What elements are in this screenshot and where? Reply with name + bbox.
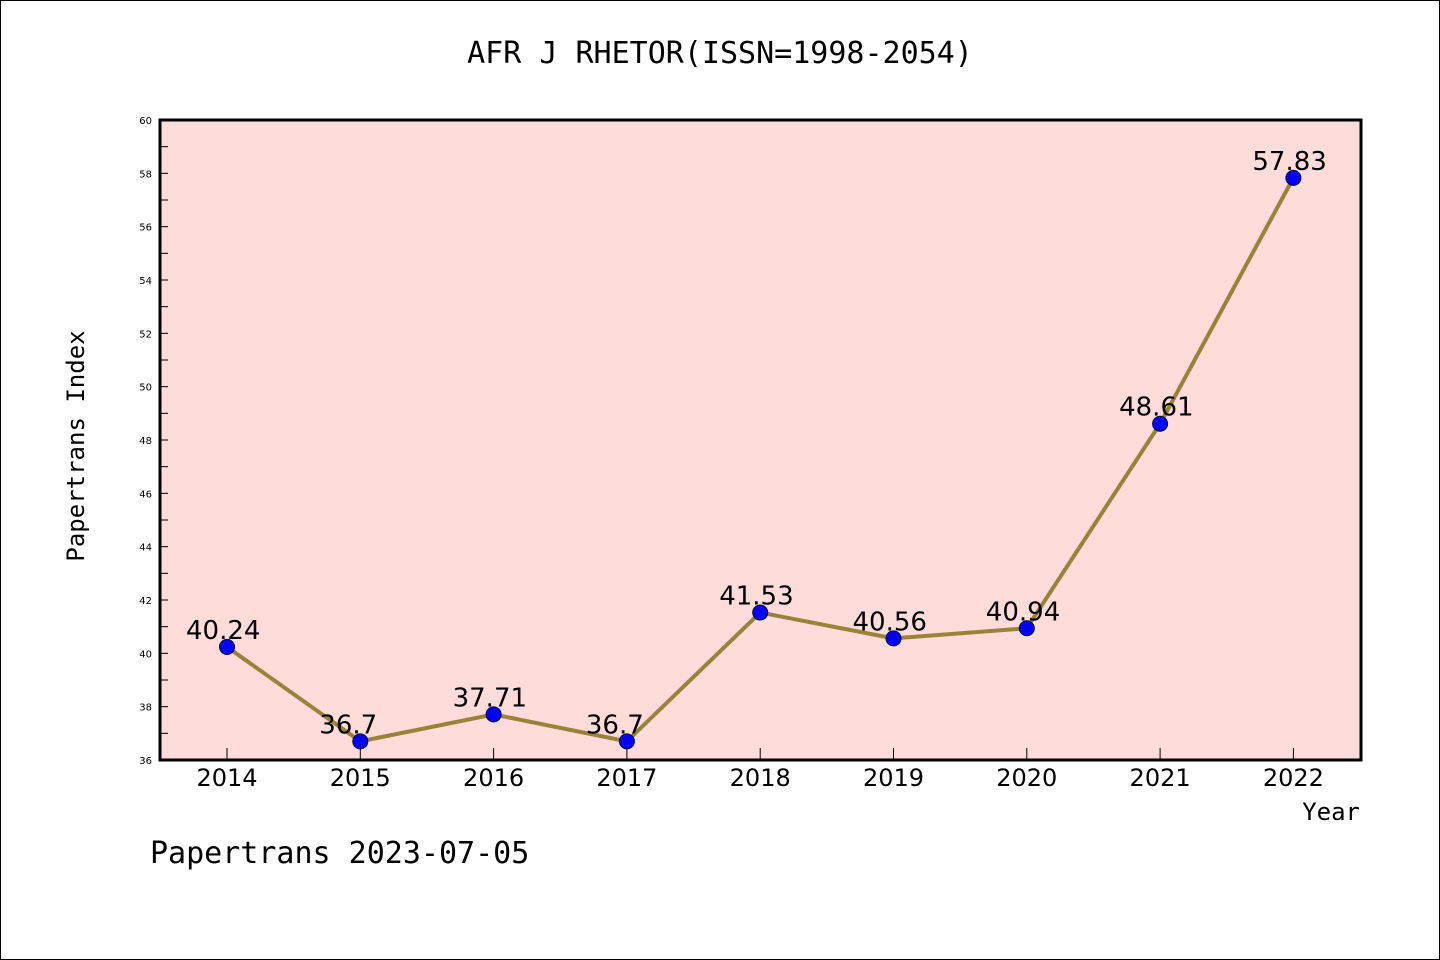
data-label: 40.56 (853, 607, 927, 637)
data-label: 36.7 (319, 710, 377, 740)
data-label: 48.61 (1119, 393, 1193, 423)
data-point (352, 733, 369, 750)
y-tick-label: 56 (139, 223, 152, 234)
data-point (485, 706, 502, 723)
data-point (1152, 415, 1169, 432)
x-axis-ticks: 2014 2015 2016 2017 2018 2019 2020 2021 2022 (196, 748, 1324, 792)
y-tick-label: 42 (139, 596, 152, 607)
data-label: 40.94 (986, 597, 1060, 627)
x-tick-label: 2016 (463, 764, 524, 792)
data-point (1018, 620, 1035, 637)
x-axis-label: Year (1302, 798, 1360, 826)
y-tick-label: 50 (139, 383, 152, 394)
x-tick-label: 2017 (596, 764, 657, 792)
data-labels: 40.24 36.7 37.71 36.7 41.53 40.56 40.94 48.61 57… (186, 147, 1327, 740)
footer-date-text: Papertrans 2023-07-05 (150, 836, 530, 871)
y-tick-label: 46 (139, 489, 152, 500)
chart-title: AFR J RHETOR(ISSN=1998-2054) (467, 36, 973, 71)
y-tick-label: 52 (139, 329, 152, 340)
x-tick-label: 2020 (996, 764, 1057, 792)
y-tick-label: 58 (139, 169, 152, 180)
y-tick-label: 38 (139, 703, 152, 714)
data-point (1285, 169, 1302, 186)
x-tick-label: 2018 (730, 764, 791, 792)
data-label: 40.24 (186, 616, 260, 646)
data-label: 41.53 (719, 582, 793, 612)
y-tick-label: 60 (139, 116, 152, 127)
x-tick-label: 2014 (196, 764, 257, 792)
x-tick-label: 2021 (1130, 764, 1191, 792)
y-tick-label: 54 (139, 276, 152, 287)
y-tick-label: 48 (139, 436, 152, 447)
data-markers (219, 169, 1302, 750)
x-tick-label: 2019 (863, 764, 924, 792)
y-tick-label: 44 (139, 543, 152, 554)
data-label: 37.71 (453, 683, 527, 713)
data-point (885, 630, 902, 647)
y-tick-label: 36 (139, 756, 152, 767)
data-label: 57.83 (1252, 147, 1326, 177)
y-tick-label: 40 (139, 649, 152, 660)
data-point (752, 604, 769, 621)
data-point (618, 733, 635, 750)
data-point (219, 638, 235, 655)
data-label: 36.7 (586, 710, 644, 740)
y-axis-ticks: 36 38 40 42 44 46 48 50 52 54 56 58 60 (139, 116, 168, 767)
x-tick-label: 2022 (1263, 764, 1324, 792)
plot-area (160, 120, 1361, 760)
plot-border (158, 118, 1363, 762)
x-tick-label: 2015 (330, 764, 391, 792)
